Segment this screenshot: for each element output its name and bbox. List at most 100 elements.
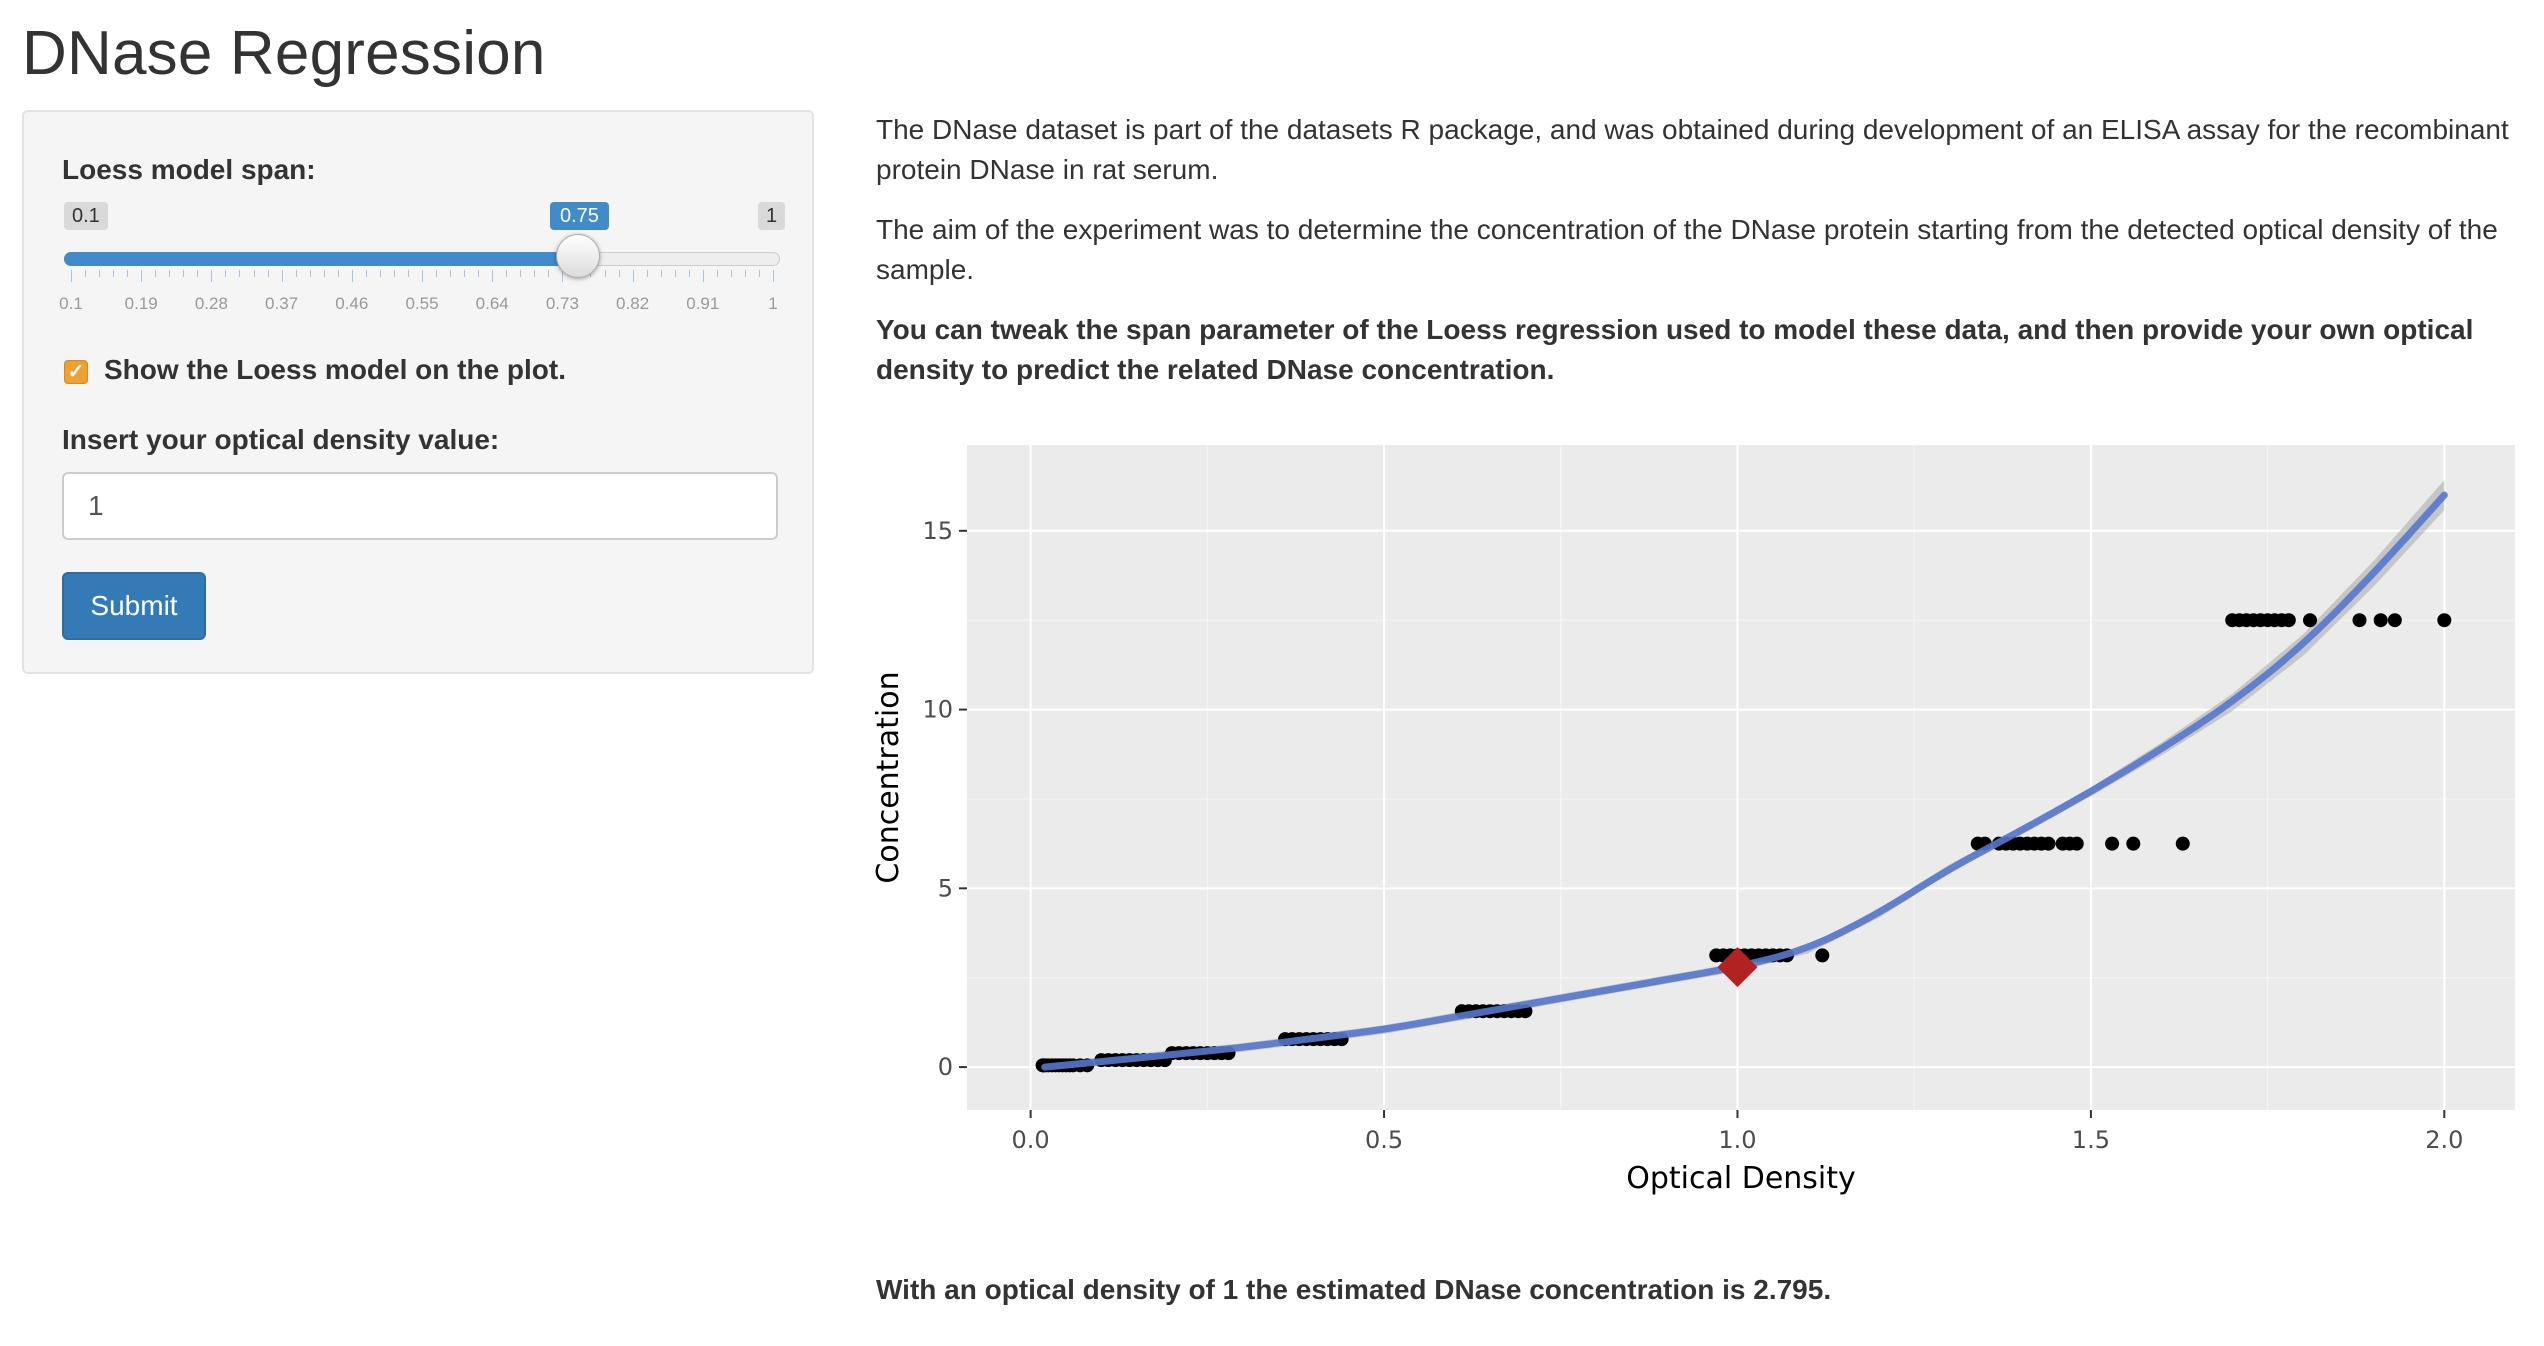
slider-tick bbox=[646, 270, 648, 277]
od-label: Insert your optical density value: bbox=[62, 424, 500, 455]
slider-min-label: 0.1 bbox=[64, 202, 108, 230]
slider-tick-label: 0.73 bbox=[545, 294, 579, 313]
slider-tick bbox=[393, 270, 395, 277]
slider-tick bbox=[225, 270, 227, 277]
slider-tick bbox=[127, 270, 129, 277]
slider-tick bbox=[773, 270, 774, 282]
slider-tick bbox=[253, 270, 255, 277]
data-point bbox=[2041, 836, 2056, 851]
data-point bbox=[2105, 836, 2120, 851]
data-point bbox=[1815, 948, 1830, 963]
slider-fill bbox=[64, 252, 578, 266]
slider-tick-label: 0.37 bbox=[265, 294, 299, 313]
slider-tick bbox=[211, 270, 213, 282]
slider-tick bbox=[155, 270, 157, 277]
slider-tick bbox=[267, 270, 269, 277]
data-point bbox=[2352, 613, 2367, 628]
slider-tick bbox=[309, 270, 311, 277]
slider-tick bbox=[660, 270, 662, 277]
slider-tick-label: 0.91 bbox=[686, 294, 720, 313]
data-point bbox=[2373, 613, 2388, 628]
slider-value-label: 0.75 bbox=[550, 202, 609, 230]
slider-tick-label: 0.1 bbox=[59, 294, 83, 313]
loess-checkbox[interactable]: ✓ bbox=[64, 360, 88, 384]
slider-tick bbox=[674, 270, 676, 277]
slider-tick bbox=[197, 270, 199, 277]
slider-tick bbox=[71, 270, 72, 282]
slider-tick bbox=[520, 270, 522, 277]
slider-tick bbox=[688, 270, 690, 277]
x-tick-label: 2.0 bbox=[2425, 1126, 2463, 1154]
slider-tick bbox=[281, 270, 283, 282]
slider-tick-label: 0.55 bbox=[405, 294, 439, 313]
slider-tick bbox=[183, 270, 185, 277]
slider-tick bbox=[632, 270, 634, 282]
slider-tick bbox=[548, 270, 550, 277]
data-point bbox=[2281, 613, 2296, 628]
slider-tick bbox=[716, 270, 718, 277]
submit-button[interactable]: Submit bbox=[62, 572, 206, 640]
y-tick-label: 15 bbox=[922, 517, 953, 545]
slider-tick-label: 0.64 bbox=[475, 294, 509, 313]
slider-tick bbox=[379, 270, 381, 277]
dnase-plot: 0.0 0.5 1.0 1.5 2.0 0 5 10 15 Optical Density Co… bbox=[871, 445, 2515, 1196]
x-tick-label: 0.0 bbox=[1012, 1126, 1050, 1154]
slider-tick bbox=[464, 270, 466, 277]
slider-max-label: 1 bbox=[758, 202, 786, 230]
slider-tick bbox=[730, 270, 732, 277]
slider-tick bbox=[239, 270, 241, 277]
slider-tick bbox=[407, 270, 409, 277]
x-tick-label: 0.5 bbox=[1365, 1126, 1403, 1154]
prediction-marker bbox=[1717, 947, 1758, 988]
slider-tick-label: 0.19 bbox=[124, 294, 158, 313]
slider-tick bbox=[365, 270, 367, 277]
slider-tick bbox=[450, 270, 452, 277]
slider-tick bbox=[492, 270, 494, 282]
data-point bbox=[2303, 613, 2318, 628]
slider-tick bbox=[478, 270, 480, 277]
slider-tick bbox=[562, 270, 564, 282]
grid-major bbox=[967, 445, 2515, 1110]
intro-paragraph-2: The aim of the experiment was to determi… bbox=[876, 214, 2498, 285]
instruction-paragraph: You can tweak the span parameter of the … bbox=[876, 314, 2474, 385]
slider-tick bbox=[169, 270, 171, 277]
plot-panel bbox=[967, 445, 2515, 1110]
od-input[interactable] bbox=[62, 472, 778, 540]
slider-tick bbox=[113, 270, 115, 277]
slider-tick bbox=[758, 270, 760, 277]
prediction-result: With an optical density of 1 the estimat… bbox=[876, 1274, 1832, 1305]
y-tick-label: 10 bbox=[922, 696, 953, 724]
x-tick-label: 1.0 bbox=[1718, 1126, 1756, 1154]
slider-tick bbox=[295, 270, 297, 277]
data-point bbox=[2069, 836, 2084, 851]
y-tick-label: 5 bbox=[938, 874, 953, 902]
slider-tick bbox=[604, 270, 606, 277]
intro-paragraph-1: The DNase dataset is part of the dataset… bbox=[876, 114, 2509, 185]
slider-tick-label: 0.28 bbox=[194, 294, 228, 313]
slider-tick bbox=[99, 270, 101, 277]
slider-tick-label: 1 bbox=[768, 294, 778, 313]
y-tick-label: 0 bbox=[938, 1053, 953, 1081]
y-axis-label: Concentration bbox=[871, 671, 906, 883]
slider-tick bbox=[351, 270, 353, 282]
slider-tick bbox=[337, 270, 339, 277]
data-point bbox=[2387, 613, 2402, 628]
slider-tick bbox=[702, 270, 704, 282]
slider-tick bbox=[422, 270, 423, 282]
checkbox-label[interactable]: Show the Loess model on the plot. bbox=[104, 354, 567, 385]
x-tick-label: 1.5 bbox=[2072, 1126, 2110, 1154]
slider-handle[interactable] bbox=[556, 234, 600, 278]
span-label: Loess model span: bbox=[62, 154, 316, 185]
check-icon: ✓ bbox=[67, 361, 85, 383]
data-point bbox=[2126, 836, 2141, 851]
sidebar-panel: Loess model span: 0.1 1 0.75 0.1 0.19 0.28… bbox=[22, 110, 814, 674]
data-point bbox=[2175, 836, 2190, 851]
slider-tick-label: 0.46 bbox=[335, 294, 369, 313]
slider-tick bbox=[506, 270, 508, 277]
slider-tick bbox=[534, 270, 536, 277]
slider-tick bbox=[141, 270, 143, 282]
data-point bbox=[2437, 613, 2452, 628]
slider-tick bbox=[744, 270, 746, 277]
slider-tick bbox=[323, 270, 325, 277]
slider-tick bbox=[85, 270, 87, 277]
